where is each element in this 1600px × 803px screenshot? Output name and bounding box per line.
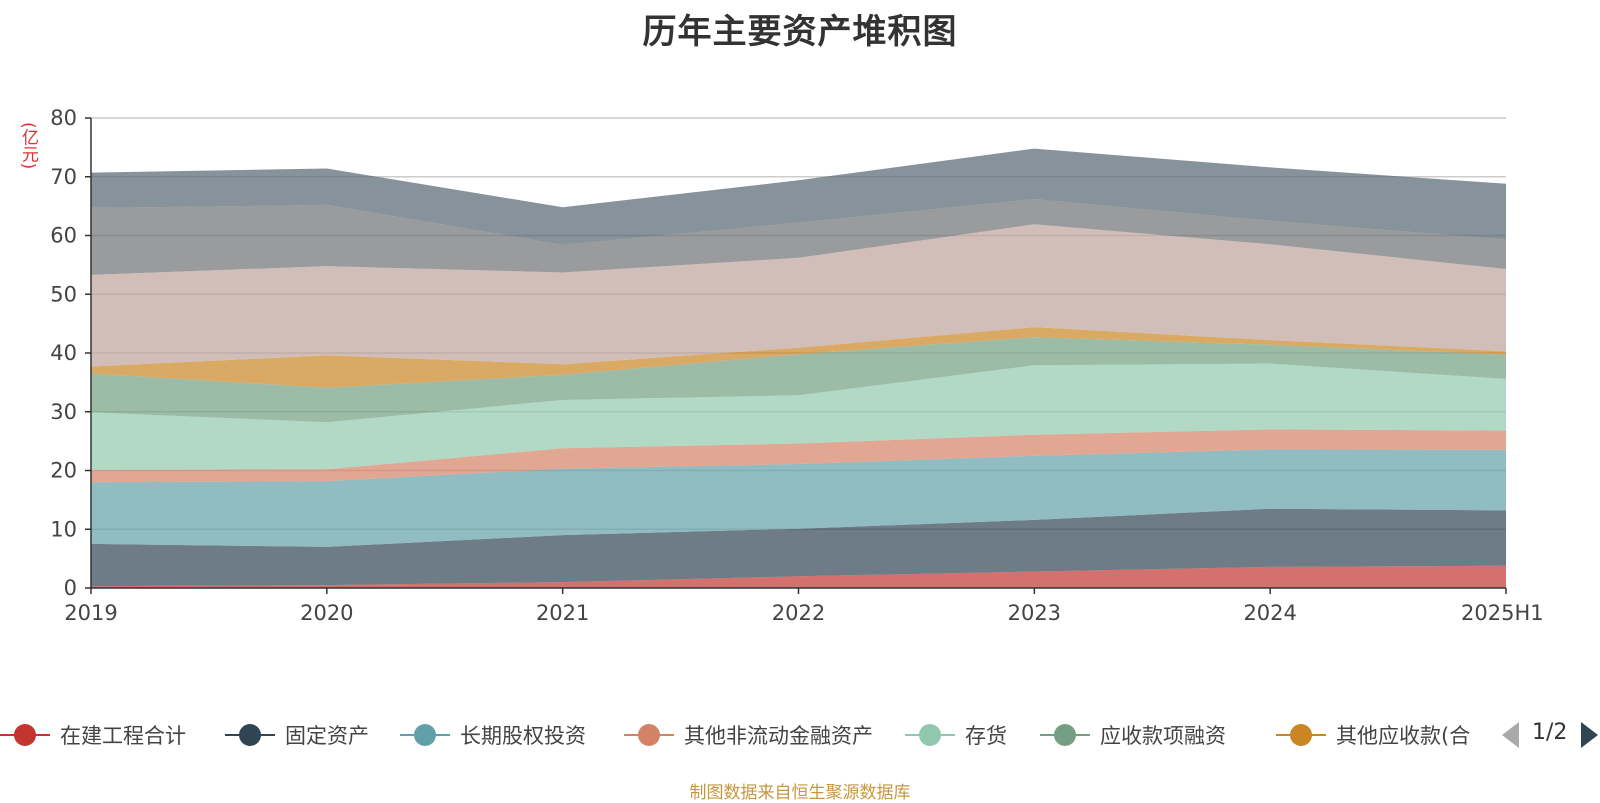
y-tick-label: 60 bbox=[50, 224, 77, 248]
legend-item[interactable]: 存货 bbox=[905, 718, 1007, 752]
area-series-group bbox=[91, 148, 1506, 588]
y-tick-label: 40 bbox=[50, 341, 77, 365]
legend-symbol-icon bbox=[905, 718, 955, 752]
legend-symbol-icon bbox=[1040, 718, 1090, 752]
legend-symbol-icon bbox=[1276, 718, 1326, 752]
legend-item[interactable]: 应收款项融资 bbox=[1040, 718, 1226, 752]
x-tick-label: 2019 bbox=[64, 601, 117, 625]
area-series-8[interactable] bbox=[91, 224, 1506, 367]
area-series-4[interactable] bbox=[91, 429, 1506, 483]
chart-title: 历年主要资产堆积图 bbox=[642, 12, 958, 52]
legend-item[interactable]: 长期股权投资 bbox=[400, 718, 586, 752]
x-tick-label: 2025H1 bbox=[1461, 601, 1544, 625]
legend-label: 长期股权投资 bbox=[460, 724, 586, 748]
y-tick-label: 80 bbox=[50, 106, 77, 130]
area-series-2[interactable] bbox=[91, 508, 1506, 587]
legend-label: 应收款项融资 bbox=[1100, 724, 1226, 748]
legend-item[interactable]: 其他应收款(合 bbox=[1276, 718, 1486, 752]
y-tick-label: 70 bbox=[50, 165, 77, 189]
x-tick-label: 2022 bbox=[772, 601, 825, 625]
triangle-right-icon[interactable] bbox=[1581, 722, 1598, 748]
x-tick-label: 2024 bbox=[1243, 601, 1296, 625]
area-series-3[interactable] bbox=[91, 449, 1506, 547]
stacked-area-chart: 0 10 20 30 40 50 60 70 80 2019 2020 2021 2022 2023 202… bbox=[50, 106, 1543, 625]
legend-label: 在建工程合计 bbox=[60, 724, 186, 748]
y-tick-label: 0 bbox=[64, 576, 77, 600]
y-tick-label: 20 bbox=[50, 459, 77, 483]
legend-symbol-icon bbox=[225, 718, 275, 752]
y-axis-unit-label: (亿元) bbox=[18, 122, 38, 170]
legend-label: 其他应收款(合 bbox=[1336, 724, 1471, 748]
x-tick-label: 2020 bbox=[300, 601, 353, 625]
x-tick-label: 2023 bbox=[1008, 601, 1061, 625]
area-series-9[interactable] bbox=[91, 199, 1506, 275]
area-series-6[interactable] bbox=[91, 337, 1506, 423]
triangle-left-icon[interactable] bbox=[1502, 722, 1519, 748]
area-series-5[interactable] bbox=[91, 363, 1506, 470]
legend-symbol-icon bbox=[400, 718, 450, 752]
area-series-7[interactable] bbox=[91, 327, 1506, 388]
legend-label: 存货 bbox=[965, 724, 1007, 748]
data-source-note: 制图数据来自恒生聚源数据库 bbox=[689, 783, 911, 803]
axes: 0 10 20 30 40 50 60 70 80 2019 2020 2021 2022 2023 202… bbox=[50, 106, 1543, 625]
chart-legend: 在建工程合计 固定资产 长期股权投资 其他非流动金融资产 存货 应收款项融资 其他应收款(合 bbox=[0, 718, 1600, 752]
area-series-1[interactable] bbox=[91, 565, 1506, 588]
legend-symbol-icon bbox=[0, 718, 50, 752]
y-tick-label: 50 bbox=[50, 282, 77, 306]
legend-item[interactable]: 在建工程合计 bbox=[0, 718, 186, 752]
area-series-10[interactable] bbox=[91, 148, 1506, 245]
legend-label: 固定资产 bbox=[285, 724, 369, 748]
legend-page-indicator: 1/2 bbox=[1532, 720, 1568, 745]
x-tick-label: 2021 bbox=[536, 601, 589, 625]
legend-label: 其他非流动金融资产 bbox=[684, 724, 873, 748]
legend-item[interactable]: 其他非流动金融资产 bbox=[624, 718, 873, 752]
y-tick-label: 10 bbox=[50, 517, 77, 541]
legend-item[interactable]: 固定资产 bbox=[225, 718, 369, 752]
y-tick-label: 30 bbox=[50, 400, 77, 424]
legend-pager: 1/2 bbox=[1500, 718, 1600, 752]
legend-symbol-icon bbox=[624, 718, 674, 752]
